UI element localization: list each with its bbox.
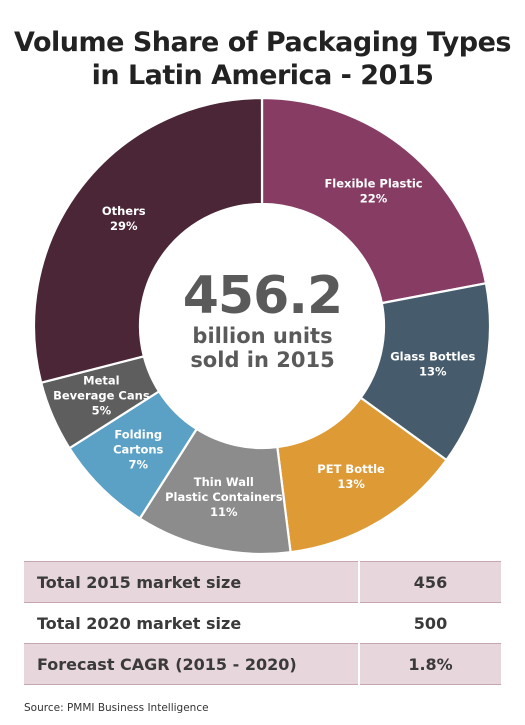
- slice-value-label: 13%: [419, 365, 447, 379]
- table-row-label: Forecast CAGR (2015 - 2020): [24, 643, 359, 685]
- slice-value-label: 22%: [360, 192, 388, 206]
- slice-category-label: PET Bottle: [317, 462, 385, 476]
- slice-label: Folding Cartons 7%: [113, 428, 163, 472]
- table-row-label: Total 2020 market size: [24, 602, 359, 644]
- table-row: Total 2020 market size 500: [24, 602, 501, 644]
- market-summary-table: Total 2015 market size 456 Total 2020 ma…: [24, 561, 501, 685]
- total-units-value: 456.2: [182, 266, 343, 326]
- table-row: Forecast CAGR (2015 - 2020) 1.8%: [24, 643, 501, 685]
- table-row-value: 1.8%: [358, 643, 501, 685]
- table-row-value: 456: [358, 561, 501, 603]
- slice-category-label: Plastic Containers: [165, 490, 283, 504]
- slice-label: Glass Bottles 13%: [390, 350, 475, 379]
- slice-label: Thin Wall Plastic Containers 11%: [165, 475, 283, 519]
- slice-value-label: 11%: [210, 505, 238, 519]
- chart-title: Volume Share of Packaging Types in Latin…: [0, 26, 525, 92]
- slice-value-label: 13%: [337, 477, 365, 491]
- chart-title-line-1: Volume Share of Packaging Types: [14, 27, 511, 58]
- slice-category-label: Cartons: [113, 443, 163, 457]
- donut-slice-others: [32, 96, 264, 385]
- source-note: Source: PMMI Business Intelligence: [24, 702, 209, 714]
- slice-label: PET Bottle 13%: [317, 462, 385, 491]
- slice-category-label: Others: [102, 204, 146, 218]
- donut-slice-flexible-plastic: [260, 96, 488, 305]
- slice-label: Others 29%: [102, 204, 146, 233]
- table-row: Total 2015 market size 456: [24, 561, 501, 603]
- slice-label: Metal Beverage Cans 5%: [53, 374, 150, 418]
- slice-label: Flexible Plastic 22%: [324, 177, 422, 206]
- slice-category-label: Folding: [114, 428, 162, 442]
- chart-title-line-2: in Latin America - 2015: [91, 60, 434, 91]
- total-units-caption-line-2: sold in 2015: [190, 348, 335, 372]
- table-row-value: 500: [358, 602, 501, 644]
- slice-category-label: Flexible Plastic: [324, 177, 422, 191]
- slice-category-label: Beverage Cans: [53, 389, 150, 403]
- slice-value-label: 7%: [128, 458, 148, 472]
- donut-center-label: 456.2 billion units sold in 2015: [0, 268, 525, 372]
- slice-category-label: Metal: [83, 374, 119, 388]
- slice-value-label: 29%: [110, 219, 138, 233]
- slice-category-label: Glass Bottles: [390, 350, 475, 364]
- total-units-caption-line-1: billion units: [192, 324, 333, 348]
- slice-value-label: 5%: [92, 404, 112, 418]
- donut-chart: Flexible Plastic 22%Glass Bottles 13%PET B…: [32, 96, 492, 556]
- table-row-label: Total 2015 market size: [24, 561, 359, 603]
- slice-category-label: Thin Wall: [194, 475, 254, 489]
